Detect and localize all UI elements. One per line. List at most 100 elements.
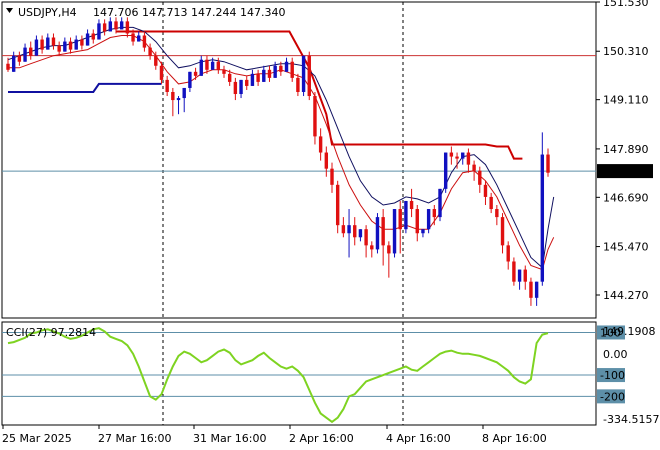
candle-body: [381, 217, 385, 246]
candle-body: [125, 21, 130, 34]
candle-body: [102, 23, 107, 32]
current-price-badge: [597, 164, 653, 179]
cci-level-label: 100: [600, 326, 621, 339]
candle-body: [540, 154, 545, 282]
candle-body: [523, 269, 527, 282]
grid: [2, 1, 600, 429]
cci-min-label: -334.5157: [603, 413, 659, 426]
candle-body: [330, 168, 334, 185]
cci-level-label: 0.00: [603, 348, 628, 361]
price-tick-label: 145.470: [603, 241, 649, 254]
upper-envelope-line: [116, 30, 523, 160]
time-label: 31 Mar 16:00: [193, 432, 266, 445]
candle-body: [171, 91, 175, 101]
candle-body: [466, 152, 471, 165]
candle-body: [443, 152, 448, 189]
candle-body: [500, 217, 505, 246]
open-value: 147.706: [93, 6, 139, 19]
cci-label: CCI(27) 97.2814: [6, 326, 96, 339]
candle-body: [392, 209, 397, 254]
candle-body: [182, 87, 186, 99]
candle-body: [461, 152, 465, 159]
candle-body: [370, 245, 374, 250]
current-price-label: 147.340: [603, 165, 649, 178]
candle-body: [216, 61, 221, 70]
candle-body: [324, 152, 329, 169]
price-tick-label: 144.270: [603, 289, 649, 302]
candle-body: [80, 39, 84, 46]
candle-body: [51, 37, 56, 46]
cci-level-label: -100: [600, 369, 625, 382]
cci-line: [7, 327, 549, 424]
candle-body: [256, 73, 260, 82]
candle-body: [301, 55, 306, 92]
candle-body: [205, 59, 209, 70]
candle-body: [404, 200, 408, 230]
candle-body: [68, 41, 73, 50]
candle-body: [239, 79, 243, 95]
candle-body: [415, 209, 419, 234]
time-label: 8 Apr 16:00: [482, 432, 547, 445]
candle-body: [347, 225, 351, 234]
price-tick-label: 146.690: [603, 191, 649, 204]
time-label: 4 Apr 16:00: [386, 432, 451, 445]
candle-body: [210, 61, 215, 70]
candle-body: [250, 73, 255, 86]
candle-body: [335, 184, 340, 226]
candle-body: [284, 61, 289, 72]
candle-body: [131, 33, 135, 42]
high-value: 147.713: [142, 6, 188, 19]
candle-body: [114, 21, 118, 30]
candle-body: [489, 196, 493, 210]
candle-body: [57, 45, 61, 52]
candle-body: [273, 65, 277, 78]
symbol-label: USDJPY,H4: [18, 6, 77, 19]
cci-max-label: 149.1908: [603, 325, 656, 338]
candle-body: [313, 96, 317, 137]
axis-labels: 151.530 150.310 149.110 147.890 146.690 145.4…: [2, 0, 653, 445]
candle-body: [34, 39, 39, 56]
candle-body: [449, 152, 454, 157]
price-tick-label: 150.310: [603, 45, 649, 58]
candle-body: [262, 69, 266, 82]
candle-body: [119, 21, 124, 30]
collapse-triangle-icon[interactable]: [6, 8, 13, 13]
candles: [6, 17, 550, 306]
cci-lines: [2, 327, 596, 424]
candle-body: [296, 77, 300, 92]
candle-body: [199, 59, 203, 76]
candle-body: [63, 41, 67, 52]
candle-body: [11, 55, 16, 72]
candle-body: [245, 79, 249, 86]
candle-body: [91, 33, 95, 40]
candle-body: [318, 136, 323, 153]
candle-body: [387, 245, 391, 254]
candle-body: [364, 229, 368, 246]
candle-body: [188, 71, 192, 88]
candle-body: [176, 98, 181, 101]
low-value: 147.244: [191, 6, 237, 19]
lower-envelope-line: [8, 82, 162, 93]
candle-body: [165, 79, 169, 92]
candle-body: [529, 281, 533, 298]
time-label: 25 Mar 2025: [2, 432, 72, 445]
candle-body: [142, 35, 147, 48]
candle-body: [17, 55, 22, 62]
cci-level-badge: [597, 325, 625, 340]
candle-body: [353, 225, 357, 238]
candle-body: [478, 170, 482, 185]
candle-body: [432, 209, 437, 218]
candle-body: [108, 21, 113, 32]
candle-body: [483, 184, 488, 197]
candle-body: [222, 69, 226, 74]
cci-level-badge: [597, 389, 625, 404]
candle-body: [358, 229, 363, 238]
candle-body: [137, 35, 141, 42]
candle-body: [438, 188, 442, 218]
candle-body: [421, 229, 425, 234]
time-label: 2 Apr 16:00: [289, 432, 354, 445]
candle-body: [40, 39, 44, 50]
candle-body: [375, 217, 380, 250]
candle-body: [495, 209, 499, 218]
